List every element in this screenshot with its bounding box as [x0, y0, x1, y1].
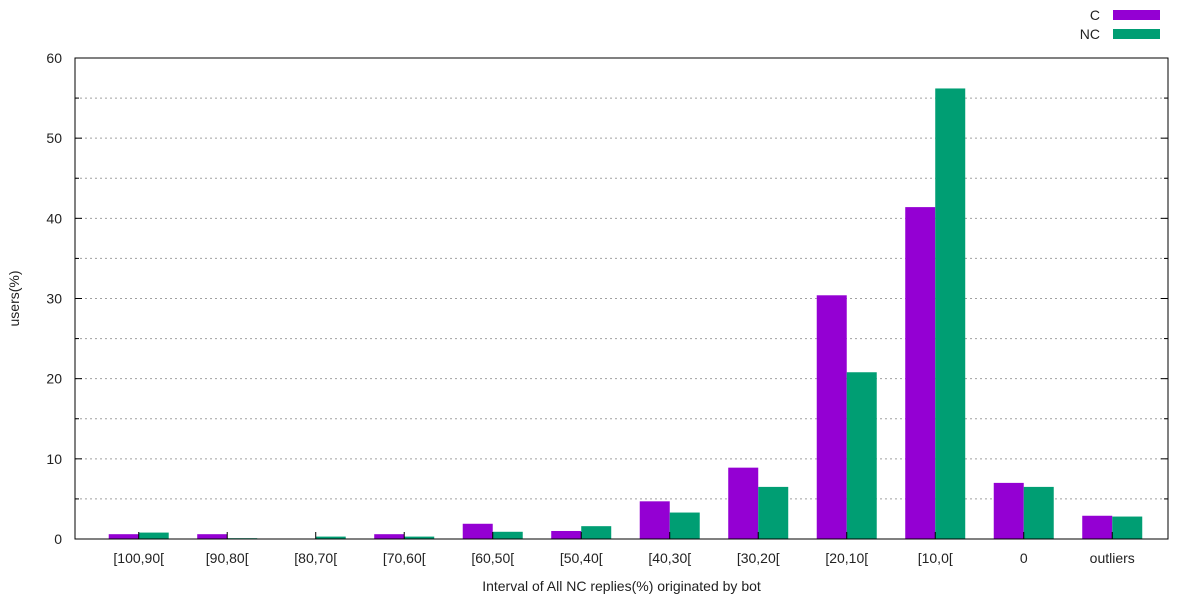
- y-tick-label: 50: [46, 130, 62, 146]
- legend-label: NC: [1080, 26, 1100, 42]
- y-tick-label: 10: [46, 451, 62, 467]
- bar-nc: [1112, 516, 1143, 539]
- x-tick-label: outliers: [1090, 550, 1135, 566]
- x-tick-label: [60,50[: [471, 550, 514, 566]
- bar-c: [728, 467, 759, 539]
- bar-c: [551, 530, 582, 539]
- x-tick-label: [80,70[: [294, 550, 337, 566]
- y-tick-label: 60: [46, 50, 62, 66]
- x-tick-label: [10,0[: [918, 550, 953, 566]
- bar-c: [993, 482, 1024, 539]
- bar-nc: [581, 526, 612, 539]
- x-tick-label: [70,60[: [383, 550, 426, 566]
- x-tick-label: [30,20[: [737, 550, 780, 566]
- legend-swatch: [1113, 10, 1160, 20]
- bar-c: [639, 501, 670, 539]
- bar-nc: [1023, 486, 1054, 539]
- legend-swatch: [1113, 29, 1160, 39]
- y-tick-label: 40: [46, 210, 62, 226]
- axis-ticks: 0 10 20 30 40 50 60 [100,90[ [90,80[ [80,70[ [70,6…: [46, 50, 1168, 566]
- y-tick-label: 20: [46, 371, 62, 387]
- bar-c: [108, 534, 139, 539]
- bar-nc: [492, 531, 523, 539]
- bar-c: [1082, 515, 1113, 539]
- x-axis-label: Interval of All NC replies(%) originated…: [482, 578, 761, 594]
- x-tick-label: [100,90[: [113, 550, 164, 566]
- bar-c: [197, 534, 228, 539]
- bar-c: [905, 207, 936, 540]
- x-tick-label: [20,10[: [825, 550, 868, 566]
- bar-c: [816, 295, 847, 539]
- grid-lines: [75, 97, 1168, 500]
- bar-nc: [935, 88, 966, 540]
- bar-nc: [846, 372, 877, 539]
- bar-c: [374, 534, 405, 539]
- bars: [108, 88, 1143, 540]
- x-tick-label: [90,80[: [206, 550, 249, 566]
- bar-c: [462, 523, 493, 539]
- bar-nc: [138, 532, 169, 539]
- y-tick-label: 30: [46, 291, 62, 307]
- y-tick-label: 0: [54, 531, 62, 547]
- x-tick-label: [50,40[: [560, 550, 603, 566]
- legend-label: C: [1090, 7, 1100, 23]
- x-tick-label: [40,30[: [648, 550, 691, 566]
- y-axis-label: users(%): [6, 270, 22, 326]
- bar-nc: [758, 486, 789, 539]
- bar-nc: [404, 536, 435, 539]
- bar-nc: [669, 512, 700, 539]
- legend: C NC: [1080, 7, 1160, 42]
- bar-nc: [315, 536, 346, 539]
- x-tick-label: 0: [1020, 550, 1028, 566]
